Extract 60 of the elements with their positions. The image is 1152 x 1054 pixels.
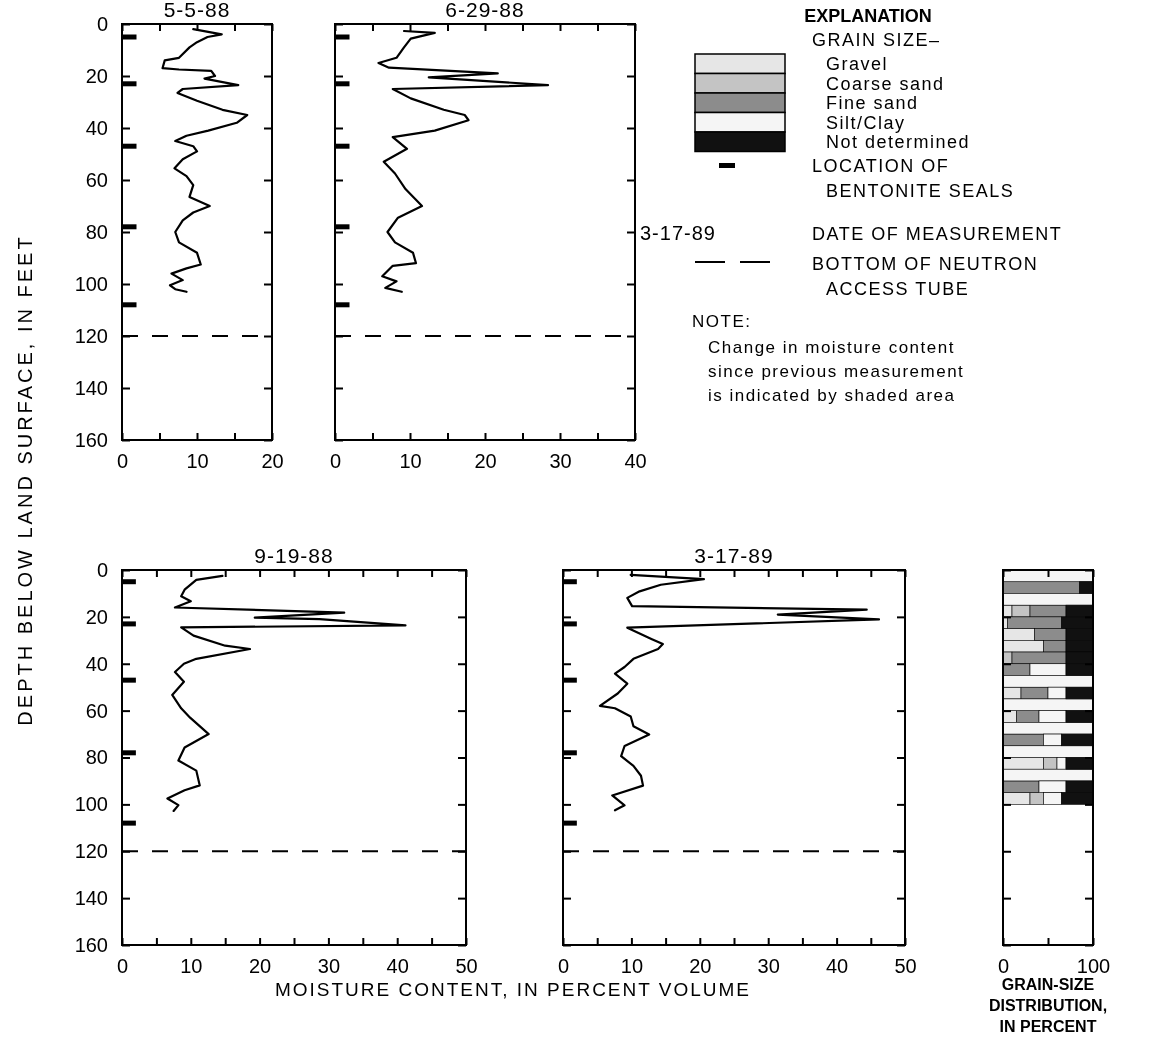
chart-title: 3-17-89 [694, 544, 774, 567]
y-tick-label: 80 [85, 746, 108, 769]
x-tick-label: 50 [894, 955, 917, 978]
x-tick-label: 0 [329, 450, 342, 473]
text: LOCATION OF BENTONITE SEALS [812, 156, 1015, 201]
y-tick-label: 160 [74, 428, 108, 451]
x-tick-label: 0 [116, 955, 129, 978]
legend-label: Not determined [826, 132, 971, 152]
x-tick-label: 0 [997, 955, 1010, 978]
y-tick-label: 140 [74, 376, 108, 399]
y-tick-label: 60 [85, 699, 108, 722]
legend-title: GRAIN SIZE– [812, 30, 941, 50]
x-tick-label: 0 [557, 955, 570, 978]
text: Change in moisture content since previous measurement is indicated by shaded area [708, 338, 965, 405]
y-tick-label: 20 [85, 605, 108, 628]
legend-label: Silt/Clay [826, 112, 906, 133]
x-tick-label: 50 [455, 955, 478, 978]
legend-label: Fine sand [826, 93, 919, 113]
y-tick-label: 60 [85, 168, 108, 191]
x-tick-label: 40 [386, 955, 409, 978]
x-axis-title: GRAIN-SIZE DISTRIBUTION, IN PERCENT [988, 976, 1108, 1035]
text: DATE OF MEASUREMENT [812, 224, 1063, 244]
y-tick-label: 100 [74, 793, 108, 816]
x-axis-title: MOISTURE CONTENT, IN PERCENT VOLUME [274, 979, 752, 1000]
x-tick-label: 10 [180, 955, 203, 978]
chart-title: 5-5-88 [163, 0, 231, 21]
y-tick-label: 0 [96, 12, 108, 35]
x-tick-label: 40 [624, 450, 647, 473]
x-tick-label: 20 [689, 955, 712, 978]
x-tick-label: 20 [261, 450, 284, 473]
chart-title: 6-29-88 [445, 0, 525, 21]
x-tick-label: 20 [474, 450, 497, 473]
x-tick-label: 100 [1076, 955, 1111, 978]
x-tick-label: 30 [757, 955, 780, 978]
legend-label: Gravel [826, 54, 889, 74]
text: BOTTOM OF NEUTRON ACCESS TUBE [812, 254, 1039, 299]
x-tick-label: 0 [116, 450, 129, 473]
x-tick-label: 10 [620, 955, 644, 978]
y-tick-label: 40 [85, 116, 108, 139]
x-tick-label: 40 [825, 955, 849, 978]
text: NOTE: [692, 312, 752, 331]
x-tick-label: 30 [549, 450, 572, 473]
y-tick-label: 140 [74, 887, 108, 910]
legend-label: Coarse sand [826, 73, 945, 94]
y-tick-label: 120 [74, 840, 108, 863]
x-tick-label: 10 [399, 450, 422, 473]
text: 3-17-89 [640, 222, 716, 244]
text: EXPLANATION [804, 6, 932, 26]
y-tick-label: 160 [74, 933, 108, 956]
y-tick-label: 40 [85, 652, 108, 675]
y-tick-label: 0 [96, 558, 108, 581]
y-tick-label: 100 [74, 272, 108, 295]
x-tick-label: 10 [186, 450, 209, 473]
chart-title: 9-19-88 [254, 544, 334, 567]
y-tick-label: 80 [85, 220, 108, 243]
y-tick-label: 20 [85, 64, 108, 87]
y-tick-label: 120 [74, 324, 108, 347]
x-tick-label: 20 [248, 955, 272, 978]
x-tick-label: 30 [317, 955, 341, 978]
y-axis-title: DEPTH BELOW LAND SURFACE, IN FEET [14, 234, 36, 726]
